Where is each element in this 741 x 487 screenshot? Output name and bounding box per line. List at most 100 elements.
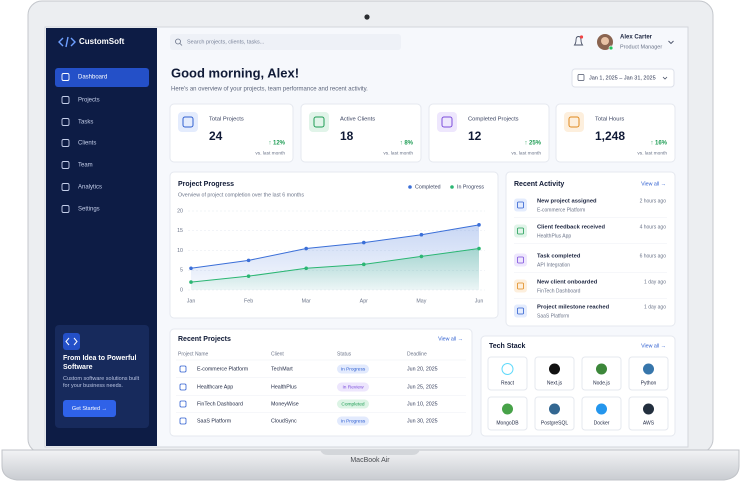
bell-dot [579, 35, 584, 39]
tech-name: AWS [643, 420, 655, 426]
menu-item[interactable]: Tasks [78, 120, 93, 126]
series-point [304, 246, 309, 251]
y-tick-label: 15 [177, 228, 183, 234]
menu-item[interactable]: Clients [78, 141, 96, 147]
x-tick-label: May [416, 298, 426, 304]
menu-item[interactable]: Dashboard [78, 75, 107, 81]
user-role: Product Manager [620, 44, 662, 50]
tech-logo [596, 403, 607, 415]
activity-icon [517, 282, 524, 290]
project-status: In Review [342, 384, 364, 390]
menu-icon [61, 161, 70, 169]
x-tick-label: Feb [244, 298, 253, 304]
bell-icon[interactable] [573, 36, 584, 46]
stat-label: Total Hours [595, 117, 624, 123]
menu-item[interactable]: Projects [78, 98, 100, 104]
menu-item[interactable]: Settings [78, 207, 100, 213]
laptop-notch [320, 450, 420, 455]
series-point [477, 246, 481, 251]
series-point [419, 254, 424, 259]
activity-icon-bg [514, 224, 527, 238]
tech-card [480, 335, 676, 437]
status-dot [608, 45, 614, 51]
stat-note: vs. last month [383, 150, 413, 156]
stat-value: 12 [468, 129, 482, 143]
menu-icon [61, 183, 70, 191]
date-chevron [662, 76, 668, 80]
activity-icon-bg [514, 198, 527, 212]
tech-name: Docker [594, 420, 610, 426]
x-tick-label: Jan [187, 298, 196, 304]
user-chevron[interactable] [668, 40, 674, 45]
project-icon [179, 400, 187, 408]
activity-time: 2 hours ago [640, 198, 667, 204]
project-name[interactable]: SaaS Platform [197, 418, 232, 424]
series-point [189, 280, 193, 284]
column-header: Client [271, 351, 284, 357]
stat-change: ↑ 8% [400, 141, 414, 147]
series-point [304, 266, 309, 271]
stat-label: Active Clients [340, 117, 375, 123]
projects-view-all[interactable]: View all → [438, 336, 463, 342]
stat-card [428, 103, 550, 163]
column-header: Project Name [178, 351, 209, 357]
activity-item-title: New client onboarded [537, 280, 598, 286]
stat-card [555, 103, 676, 163]
projects-card [169, 328, 473, 437]
tech-name: PostgreSQL [541, 420, 568, 426]
tech-logo [502, 403, 513, 415]
tech-title: Tech Stack [489, 343, 526, 350]
header-subtitle: Here's an overview of your projects, tea… [171, 87, 368, 93]
activity-item-title: Task completed [537, 254, 581, 260]
search-placeholder[interactable]: Search projects, clients, tasks... [187, 39, 265, 45]
activity-icon-bg [514, 253, 527, 267]
avatar-face [601, 37, 609, 45]
date-range-button[interactable] [571, 68, 675, 88]
stat-label: Total Projects [209, 117, 244, 123]
activity-time: 1 day ago [644, 279, 666, 285]
calendar-icon [577, 74, 585, 81]
project-status: In Progress [341, 366, 366, 372]
project-name[interactable]: Healthcare App [197, 384, 233, 390]
activity-time: 1 day ago [644, 304, 666, 310]
legend-swatch [408, 185, 412, 189]
date-range[interactable]: Jan 1, 2025 – Jan 31, 2025 [589, 75, 656, 81]
stat-card [169, 103, 294, 163]
menu-active-bg [55, 68, 149, 87]
promo-button-bg[interactable] [63, 400, 116, 417]
project-name[interactable]: E-commerce Platform [197, 366, 249, 372]
series-point [362, 262, 366, 267]
series-point [477, 223, 481, 227]
series-point [246, 258, 251, 263]
activity-item-subtitle: API Integration [537, 262, 570, 268]
status-pill [337, 416, 369, 426]
activity-view-all[interactable]: View all → [641, 181, 666, 187]
chart-title: Project Progress [178, 181, 234, 188]
activity-title: Recent Activity [514, 181, 564, 188]
project-client: MoneyWise [271, 401, 299, 407]
project-status: Completed [341, 401, 365, 407]
menu-icon [61, 73, 70, 81]
series-point [189, 266, 193, 271]
stat-change: ↑ 16% [650, 141, 667, 147]
stat-icon [313, 116, 325, 128]
promo-title: From Idea to Powerful Software [63, 355, 137, 371]
promo-button[interactable]: Get Started → [72, 406, 107, 412]
stat-value: 24 [209, 129, 223, 143]
status-pill [337, 399, 369, 409]
menu-item[interactable]: Team [78, 163, 93, 169]
project-status: In Progress [341, 418, 366, 424]
x-tick-label: Apr [360, 298, 368, 304]
column-header: Deadline [407, 351, 427, 357]
tech-tile[interactable] [487, 356, 528, 391]
tech-name: React [501, 380, 515, 386]
activity-icon [517, 201, 524, 209]
tech-logo [549, 403, 560, 415]
tech-view-all[interactable]: View all → [641, 343, 666, 349]
project-deadline: Jun 30, 2025 [407, 418, 438, 424]
project-name[interactable]: FinTech Dashboard [197, 401, 243, 407]
search-box[interactable] [170, 34, 401, 50]
menu-item[interactable]: Analytics [78, 185, 102, 191]
y-tick-label: 5 [180, 268, 183, 274]
